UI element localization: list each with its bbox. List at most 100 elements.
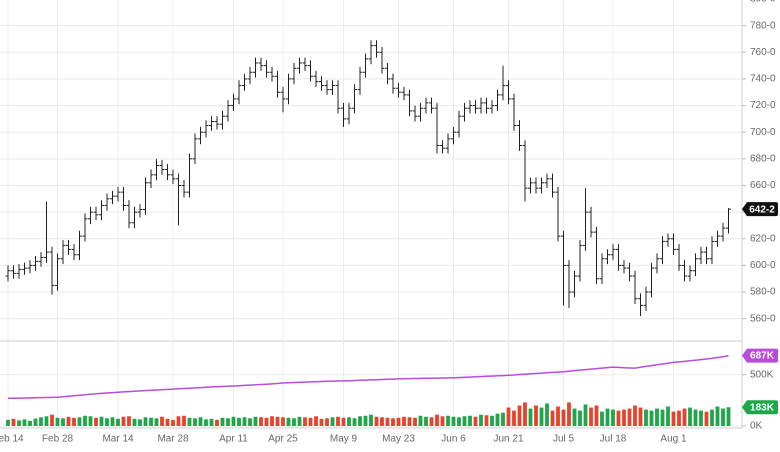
volume-bar xyxy=(369,414,373,426)
x-tick-label: Apr 25 xyxy=(268,434,298,445)
volume-bar xyxy=(715,406,720,426)
volume-bar xyxy=(319,418,324,426)
volume-bar xyxy=(105,418,109,426)
volume-bar xyxy=(39,417,43,426)
x-tick-label: Mar 28 xyxy=(157,434,189,445)
volume-bar xyxy=(270,416,274,426)
volume-bar xyxy=(490,415,494,426)
volume-bar xyxy=(22,419,27,426)
volume-bar xyxy=(308,417,313,426)
y-tick-label: 720-0 xyxy=(750,100,776,111)
volume-bar xyxy=(99,416,104,426)
volume-bar xyxy=(534,405,538,426)
volume-bar xyxy=(347,417,351,426)
volume-bar xyxy=(567,402,571,426)
value-tag: 687K xyxy=(750,351,775,362)
y-tick-label: 780-0 xyxy=(750,20,776,31)
volume-bar xyxy=(451,416,456,426)
volume-bar xyxy=(132,418,137,426)
y-tick-label: 0K xyxy=(750,421,763,432)
volume-bar xyxy=(160,416,164,426)
volume-bar xyxy=(94,417,98,426)
volume-bar xyxy=(495,413,500,426)
y-tick-label: 560-0 xyxy=(750,313,776,324)
volume-bar xyxy=(187,417,192,426)
volume-bar xyxy=(352,418,357,426)
x-tick-label: Jul 5 xyxy=(553,434,575,445)
x-tick-label: Feb 28 xyxy=(42,434,74,445)
x-tick-label: Apr 11 xyxy=(219,434,248,445)
y-tick-label: 760-0 xyxy=(750,47,776,58)
volume-bar xyxy=(594,405,599,426)
volume-bar xyxy=(402,416,406,426)
volume-bar xyxy=(699,410,703,426)
value-tag-bg xyxy=(742,400,778,415)
volume-bar xyxy=(693,409,698,426)
volume-bar xyxy=(649,410,654,426)
volume-bar xyxy=(424,416,428,426)
y-tick-label: 600-0 xyxy=(750,260,776,271)
volume-bar xyxy=(275,416,280,426)
volume-bar xyxy=(479,414,483,426)
volume-bar xyxy=(6,419,10,426)
volume-bar xyxy=(44,416,49,426)
volume-bar xyxy=(297,416,302,426)
volume-bar xyxy=(545,403,549,426)
volume-bar xyxy=(413,417,417,426)
volume-bar xyxy=(110,417,115,426)
volume-bar xyxy=(237,417,241,426)
x-tick-label: Jun 6 xyxy=(441,434,466,445)
volume-bar xyxy=(286,417,291,426)
marks xyxy=(5,40,731,426)
y-tick-label: 500K xyxy=(750,369,774,380)
value-tag: 642-2 xyxy=(749,204,775,215)
volume-bar xyxy=(622,409,626,426)
volume-bar xyxy=(501,412,505,426)
volume-bar xyxy=(506,407,511,426)
volume-bar xyxy=(303,417,307,426)
volume-bar xyxy=(358,416,362,426)
x-tick-label: Jul 18 xyxy=(600,434,627,445)
volume-bar xyxy=(682,408,687,426)
volume-bar xyxy=(572,408,577,426)
volume-bar xyxy=(231,416,236,426)
volume-bar xyxy=(446,415,450,426)
volume-bar xyxy=(517,405,522,426)
volume-bar xyxy=(539,407,544,426)
volume-bar xyxy=(644,409,648,426)
volume-bar xyxy=(726,407,731,426)
x-tick-label: May 23 xyxy=(382,434,415,445)
volume-bar xyxy=(407,417,412,426)
value-tag-bg xyxy=(742,202,778,217)
volume-bar xyxy=(429,417,434,426)
volume-bar xyxy=(314,416,318,426)
volume-bar xyxy=(473,416,478,426)
volume-bar xyxy=(127,416,131,426)
volume-bar xyxy=(281,417,285,426)
x-tick-label: Jun 21 xyxy=(493,434,523,445)
volume-bar xyxy=(611,409,615,426)
volume-bar xyxy=(666,406,670,426)
volume-bar xyxy=(226,418,230,426)
volume-bar xyxy=(209,418,214,426)
x-tick-label: Aug 1 xyxy=(660,434,687,445)
volume-bar xyxy=(512,410,516,426)
volume-bar xyxy=(143,417,148,426)
volume-bar xyxy=(264,417,269,426)
volume-bar xyxy=(704,411,709,426)
value-tag-bg xyxy=(742,348,778,363)
volume-bar xyxy=(374,416,379,426)
volume-bar xyxy=(396,417,401,426)
volume-bar xyxy=(253,416,258,426)
volume-bar xyxy=(242,417,247,426)
volume-bar xyxy=(633,405,637,426)
volume-bar xyxy=(550,410,555,426)
volume-bar xyxy=(121,416,126,426)
volume-bar xyxy=(330,417,335,426)
volume-bar xyxy=(336,416,340,426)
volume-bar xyxy=(259,417,263,426)
volume-bar xyxy=(484,415,489,426)
volume-bar xyxy=(457,417,461,426)
